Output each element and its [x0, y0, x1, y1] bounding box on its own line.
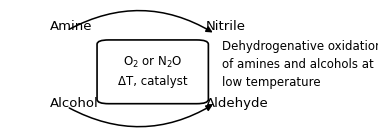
- Text: Aldehyde: Aldehyde: [206, 97, 268, 110]
- Text: Dehydrogenative oxidation
of amines and alcohols at
low temperature: Dehydrogenative oxidation of amines and …: [222, 40, 378, 89]
- Text: ΔT, catalyst: ΔT, catalyst: [118, 75, 187, 88]
- FancyBboxPatch shape: [97, 40, 208, 104]
- Text: Alcohol: Alcohol: [50, 97, 99, 110]
- Text: O$_2$ or N$_2$O: O$_2$ or N$_2$O: [123, 55, 183, 70]
- Text: Amine: Amine: [50, 20, 93, 33]
- Text: Nitrile: Nitrile: [206, 20, 245, 33]
